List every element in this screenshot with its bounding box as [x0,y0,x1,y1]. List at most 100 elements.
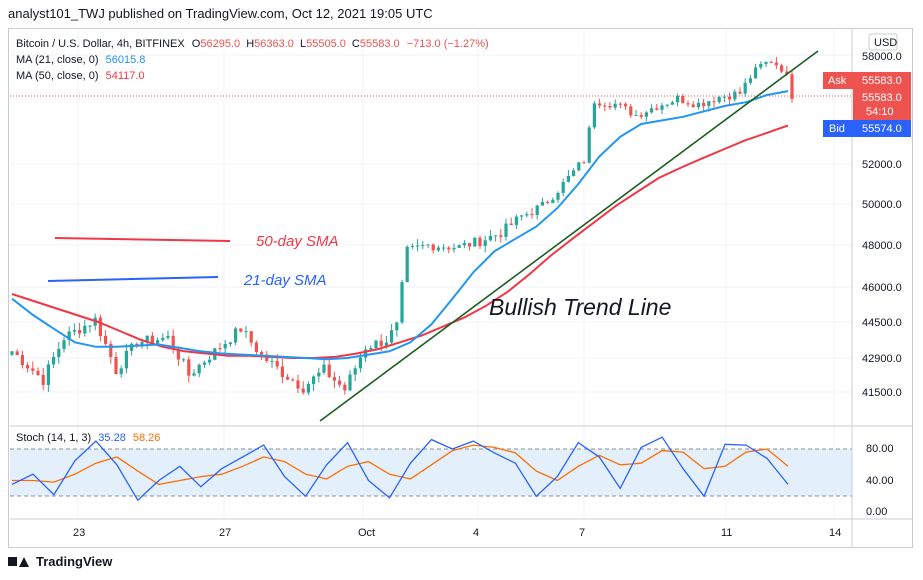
candle-body [124,350,128,369]
candle-body [338,380,342,385]
candle-body [561,181,565,193]
candle-body [473,237,477,247]
candle-body [327,364,331,378]
candle-body [26,365,30,369]
bar-countdown: 54:10 [866,106,894,118]
candle-body [98,317,102,336]
candle-body [239,328,243,332]
stoch-band [10,449,852,496]
candle-body [442,247,446,249]
candle-body [634,115,638,117]
candle-body [785,71,789,75]
time-tick: 11 [721,527,732,539]
candle-body [244,331,248,333]
candle-body [613,103,617,108]
candle-body [504,223,508,237]
price-tick: 58000.0 [862,51,902,63]
candle-body [733,91,737,100]
candle-body [202,362,206,365]
price-tick: 46000.0 [862,282,902,294]
candle-body [182,359,186,361]
candle-body [62,340,66,349]
candle-body [462,243,466,246]
candle-body [535,205,539,216]
candle-body [20,355,24,366]
candle-body [592,103,596,128]
candle-body [754,67,758,79]
legend-change: −713.0 (−1.27%) [407,38,489,50]
candle-body [291,379,295,381]
candle-body [10,351,14,355]
candle-body [603,105,607,107]
candle-body [104,335,108,344]
candle-body [161,337,165,341]
stoch-tick: 0.00 [866,506,887,518]
bullish-trend-line[interactable] [319,50,819,422]
candle-body [358,357,362,369]
candle-body [530,214,534,216]
candle-body [379,340,383,346]
time-axis: 23 27 Oct 4 7 11 14 [73,527,841,539]
candle-body [577,162,581,171]
candle-body [343,384,347,391]
candle-body [707,101,711,106]
candle-body [546,202,550,204]
candle-body [436,247,440,251]
candle-body [769,61,773,63]
candle-body [46,364,50,385]
candle-body [618,103,622,105]
grid-lines [10,30,852,518]
candle-body [301,388,305,393]
time-tick: Oct [358,527,375,539]
candle-body [650,108,654,113]
candle-body [587,127,591,163]
legend-close: 55583.0 [360,38,400,50]
chart-frame [8,28,913,548]
candle-body [119,368,123,375]
candle-body [696,102,700,108]
candle-body [317,372,321,377]
candle-body [774,62,778,66]
candle-body [431,244,435,251]
candle-body [192,373,196,376]
candle-body [286,376,290,380]
candle-body [499,235,503,237]
legend-c-label: C [352,38,360,50]
candle-body [348,374,352,391]
candle-body [712,101,716,103]
candle-body [312,376,316,384]
tradingview-brand[interactable]: TradingView [8,554,112,569]
sma21-annotation-line[interactable] [47,276,219,282]
candle-body [140,342,144,347]
last-price-badge [853,89,911,120]
svg-text:Bitcoin / U.S. Dollar, 4h, BIT: Bitcoin / U.S. Dollar, 4h, BITFINEX O562… [16,38,489,50]
stoch-k-line [11,436,789,502]
last-price: 55583.0 [862,92,902,104]
price-tick: 50000.0 [862,199,902,211]
candle-body [369,348,373,350]
candle-body [234,328,238,343]
candle-body [197,364,201,374]
candle-body [416,245,420,247]
candle-body [218,348,222,350]
legend-ma50-label: MA (50, close, 0) [16,70,99,82]
candle-body [478,237,482,246]
candle-body [670,102,674,105]
bid-price-badge [853,120,911,137]
candle-body [171,335,175,350]
candle-body [572,170,576,177]
legend-ma50-value: 54117.0 [106,70,145,82]
candle-body [748,78,752,83]
stoch-d-value: 58.26 [133,432,161,444]
sma50-annotation-line[interactable] [54,237,231,242]
candle-body [790,74,794,99]
candle-body [644,112,648,117]
candle-body [41,374,45,385]
candle-body [109,343,113,358]
candle-body [410,245,414,247]
candle-body [78,329,82,334]
candle-body [639,115,643,117]
candle-body [223,343,227,349]
candle-body [57,348,61,357]
